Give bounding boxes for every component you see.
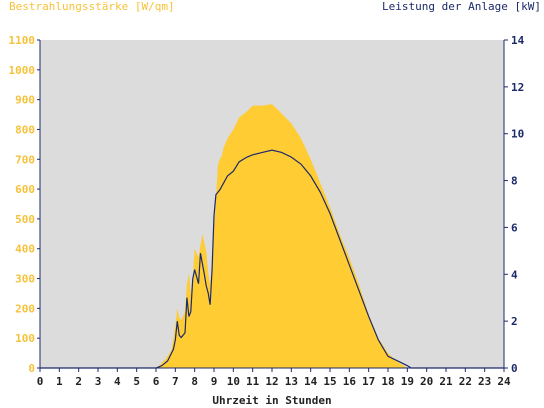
x-tick-label: 23: [478, 375, 491, 388]
x-tick-label: 16: [343, 375, 357, 388]
left-tick-label: 1100: [9, 34, 36, 47]
right-tick-label: 2: [511, 315, 518, 328]
x-tick-label: 18: [381, 375, 394, 388]
x-tick-label: 3: [95, 375, 102, 388]
x-tick-label: 20: [420, 375, 433, 388]
x-tick-label: 4: [114, 375, 121, 388]
left-tick-label: 1000: [9, 64, 36, 77]
x-tick-label: 1: [56, 375, 63, 388]
right-tick-label: 10: [511, 128, 524, 141]
x-tick-label: 14: [304, 375, 318, 388]
right-tick-label: 8: [511, 175, 518, 188]
left-tick-label: 900: [15, 94, 35, 107]
x-tick-label: 10: [227, 375, 240, 388]
left-axis-title: Bestrahlungsstärke [W/qm]: [9, 0, 175, 13]
x-tick-label: 7: [172, 375, 179, 388]
right-tick-label: 12: [511, 81, 524, 94]
left-tick-label: 100: [15, 332, 35, 345]
left-tick-label: 700: [15, 153, 35, 166]
x-tick-label: 15: [323, 375, 336, 388]
left-tick-label: 800: [15, 123, 35, 136]
x-tick-label: 17: [362, 375, 375, 388]
x-tick-label: 5: [133, 375, 140, 388]
x-tick-label: 13: [285, 375, 298, 388]
left-tick-label: 600: [15, 183, 35, 196]
right-tick-label: 4: [511, 268, 518, 281]
x-tick-label: 22: [459, 375, 472, 388]
power-line: [40, 149, 504, 369]
x-tick-label: 0: [37, 375, 44, 388]
x-tick-label: 2: [75, 375, 82, 388]
x-tick-label: 24: [497, 375, 511, 388]
x-axis-title: Uhrzeit in Stunden: [212, 394, 332, 407]
x-tick-label: 12: [265, 375, 278, 388]
right-tick-label: 0: [511, 362, 518, 375]
right-tick-label: 14: [511, 34, 525, 47]
left-tick-label: 300: [15, 273, 35, 286]
right-axis-title: Leistung der Anlage [kW]: [382, 0, 541, 13]
x-tick-label: 6: [153, 375, 160, 388]
left-tick-label: 0: [28, 362, 35, 375]
left-tick-label: 200: [15, 302, 35, 315]
x-tick-label: 8: [191, 375, 198, 388]
x-tick-label: 9: [211, 375, 218, 388]
right-tick-label: 6: [511, 221, 518, 234]
x-tick-label: 21: [439, 375, 453, 388]
x-tick-label: 19: [401, 375, 414, 388]
x-tick-label: 11: [246, 375, 260, 388]
left-tick-label: 500: [15, 213, 35, 226]
irradiance-area: [40, 104, 504, 369]
left-tick-label: 400: [15, 243, 35, 256]
